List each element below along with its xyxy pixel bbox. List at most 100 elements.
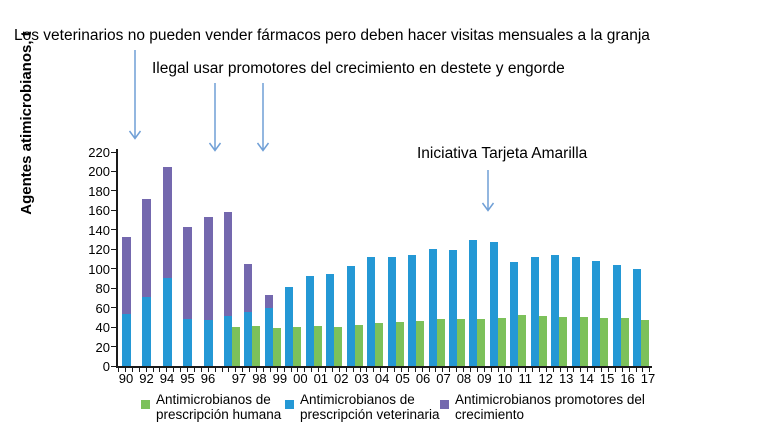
y-tick-mark <box>111 190 116 192</box>
y-tick-label: 60 <box>95 300 110 316</box>
bar-veterinary-01 <box>305 275 314 366</box>
y-tick-mark <box>111 365 116 367</box>
x-tick-mark <box>573 368 575 372</box>
x-tick-mark <box>373 368 375 372</box>
legend-swatch-growth-promoter <box>440 400 449 409</box>
bar-growth-promoter-92 <box>142 198 151 297</box>
x-tick-mark <box>601 368 602 372</box>
bar-human-10 <box>497 318 506 366</box>
x-tick-mark <box>207 368 209 372</box>
x-tick-mark <box>221 368 223 372</box>
x-tick-mark <box>193 368 195 372</box>
y-tick-label: 0 <box>102 359 110 374</box>
bar-human-14 <box>579 317 588 366</box>
x-tick-mark <box>173 368 175 372</box>
x-tick-mark <box>649 368 651 372</box>
arrow-to-1990s-bars <box>127 50 143 140</box>
x-tick-mark <box>338 368 340 372</box>
x-tick-mark <box>187 368 188 372</box>
y-tick-label: 120 <box>88 242 110 258</box>
x-tick-mark <box>228 368 230 372</box>
x-tick-mark <box>407 368 409 372</box>
bar-veterinary-98 <box>244 311 253 366</box>
x-tick-mark <box>628 368 630 372</box>
x-axis-category-label: 00 <box>293 371 308 386</box>
x-axis-category-label: 04 <box>374 371 390 386</box>
x-axis-category-label: 95 <box>180 371 195 386</box>
y-tick-label: 220 <box>88 145 110 160</box>
bar-veterinary-96 <box>203 320 213 366</box>
bar-veterinary-02 <box>326 273 335 366</box>
bar-veterinary-95 <box>183 319 192 366</box>
bar-veterinary-12 <box>530 257 539 366</box>
x-axis-category-label: 14 <box>579 371 594 386</box>
x-tick-mark <box>442 368 444 372</box>
x-tick-mark <box>124 368 126 372</box>
x-tick-mark <box>476 368 478 372</box>
x-tick-mark <box>242 368 244 372</box>
x-tick-mark <box>594 368 596 372</box>
x-axis-category-label: 06 <box>415 371 431 386</box>
x-tick-mark <box>449 368 451 372</box>
legend-swatch-veterinary <box>285 400 294 409</box>
bar-veterinary-15 <box>592 260 601 366</box>
y-tick-label: 180 <box>88 183 110 199</box>
bar-human-07 <box>436 319 445 366</box>
x-tick-mark <box>318 368 320 372</box>
bar-veterinary-05 <box>387 257 396 366</box>
bar-human-98 <box>252 326 261 366</box>
x-axis-category-label: 97 <box>231 371 247 386</box>
x-axis-category-label: 17 <box>640 371 656 386</box>
x-tick-mark <box>118 368 119 372</box>
x-axis-category-label: 15 <box>599 371 615 386</box>
bar-growth-promoter-94 <box>162 166 172 279</box>
annotation-yellow-card-initiative: Iniciativa Tarjeta Amarilla <box>417 145 588 162</box>
x-tick-mark <box>552 368 554 372</box>
arrow-to-1998-bar <box>255 83 271 152</box>
x-tick-mark <box>518 368 520 372</box>
x-axis-category-label: 11 <box>518 371 533 386</box>
y-tick-label: 20 <box>95 339 110 355</box>
bar-human-12 <box>538 316 547 366</box>
bar-human-04 <box>375 323 384 366</box>
x-tick-mark <box>159 368 161 372</box>
y-tick-mark <box>111 151 116 153</box>
x-tick-mark <box>352 368 354 372</box>
bar-growth-promoter-99 <box>264 294 273 308</box>
bar-veterinary-09 <box>469 239 478 366</box>
x-tick-mark <box>394 368 395 372</box>
bar-human-08 <box>456 319 465 366</box>
bar-veterinary-06 <box>408 255 417 366</box>
bar-veterinary-10 <box>489 242 498 366</box>
y-tick-mark <box>111 268 116 270</box>
x-tick-mark <box>269 368 271 372</box>
x-tick-mark <box>345 368 347 372</box>
bar-veterinary-03 <box>346 265 355 366</box>
x-tick-mark <box>359 368 361 372</box>
x-axis-category-label: 90 <box>118 371 134 386</box>
legend-label-human-line1: Antimicrobianos de <box>156 392 271 407</box>
x-tick-mark <box>428 368 430 372</box>
x-tick-mark <box>276 368 278 372</box>
bar-veterinary-07 <box>428 249 437 366</box>
x-axis-category-label: 96 <box>200 371 216 386</box>
x-axis-category-label: 99 <box>272 371 288 386</box>
x-axis-category-label: 13 <box>558 371 574 386</box>
bar-veterinary-08 <box>448 250 457 366</box>
y-tick-mark <box>111 229 116 231</box>
bar-human-97 <box>232 327 240 366</box>
x-axis-category-label: 16 <box>620 371 635 386</box>
bar-human-01 <box>313 326 322 366</box>
x-axis-category-label: 94 <box>159 371 175 386</box>
bar-human-03 <box>354 325 363 366</box>
x-axis-category-label: 02 <box>334 371 349 386</box>
x-tick-mark <box>469 368 471 372</box>
bar-human-00 <box>293 327 302 366</box>
x-axis-category-label: 05 <box>395 371 410 386</box>
y-axis-line <box>116 149 118 368</box>
x-axis-category-label: 92 <box>139 371 154 386</box>
x-tick-mark <box>131 368 133 372</box>
bar-veterinary-90 <box>121 314 131 366</box>
x-tick-mark <box>297 368 299 372</box>
